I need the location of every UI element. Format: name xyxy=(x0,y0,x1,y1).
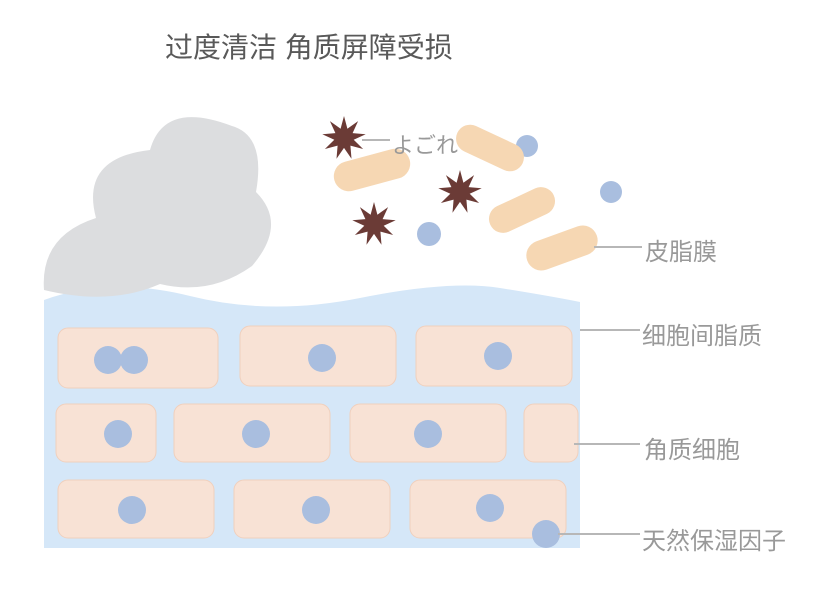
corneocyte-cell xyxy=(524,404,578,462)
dirt-star-icon xyxy=(352,202,395,245)
sebum-pill xyxy=(451,120,528,176)
diagram-canvas: 过度清洁 角质屏障受损 よごれ皮脂膜细胞间脂质角质细胞天然保湿因子 xyxy=(0,0,814,602)
label-cell: 角质细胞 xyxy=(644,430,740,465)
sebum-pill xyxy=(522,221,602,275)
nmf-dot xyxy=(120,346,148,374)
label-nmf: 天然保湿因子 xyxy=(642,521,786,556)
nmf-dot xyxy=(484,342,512,370)
dirt-star-icon xyxy=(438,170,481,213)
nmf-dot xyxy=(532,520,560,548)
nmf-dot xyxy=(302,496,330,524)
dirt-star-icon xyxy=(322,116,365,159)
nmf-dot xyxy=(417,222,441,246)
nmf-dot xyxy=(118,496,146,524)
label-sebum: 皮脂膜 xyxy=(645,232,717,267)
sebum-pill xyxy=(484,183,559,238)
diagram-title: 过度清洁 角质屏障受损 xyxy=(165,26,453,66)
nmf-dot xyxy=(242,420,270,448)
label-lipid: 细胞间脂质 xyxy=(642,316,762,351)
nmf-dot xyxy=(414,420,442,448)
diagram-svg xyxy=(0,0,814,602)
nmf-dot xyxy=(94,346,122,374)
nmf-dot xyxy=(308,344,336,372)
nmf-dot xyxy=(600,181,622,203)
foam-cloud xyxy=(44,117,271,297)
nmf-dot xyxy=(104,420,132,448)
label-dirt: よごれ xyxy=(392,128,458,160)
nmf-dot xyxy=(476,494,504,522)
